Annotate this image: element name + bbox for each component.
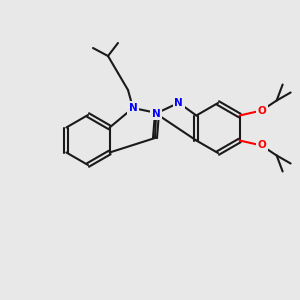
Text: N: N [174,98,183,108]
Text: N: N [152,109,161,118]
Text: O: O [257,140,266,151]
Text: O: O [257,106,266,116]
Text: N: N [129,103,137,113]
